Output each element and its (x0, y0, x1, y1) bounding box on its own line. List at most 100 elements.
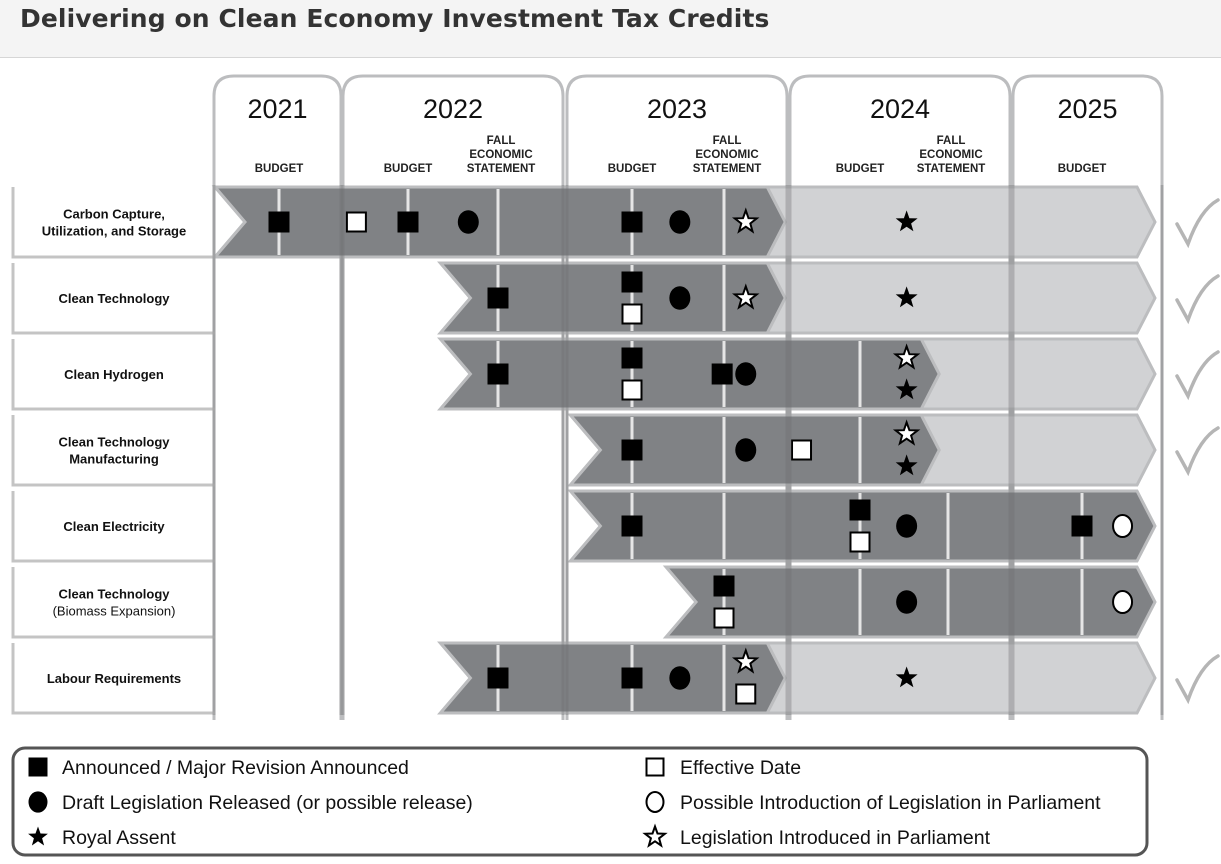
row-label: Clean Technology (59, 291, 171, 306)
event-label-line: FALL (487, 135, 516, 147)
draft-legislation-circle-icon (457, 210, 479, 234)
program-row: Clean Electricity (11, 489, 1157, 563)
event-label-line: BUDGET (384, 163, 433, 175)
royal-assent-star-icon (895, 666, 918, 688)
royal-assent-star-icon (895, 286, 918, 308)
row-label: Clean Electricity (63, 519, 165, 534)
draft-legislation-circle-icon (669, 666, 691, 690)
event-label-line: FALL (937, 135, 966, 147)
announced-square-icon (621, 667, 643, 689)
row-label-line: Clean Hydrogen (64, 367, 164, 382)
program-row: Carbon Capture, Utilization, and Storage (11, 185, 1220, 259)
row-label-line: Utilization, and Storage (42, 224, 186, 239)
row-label: Labour Requirements (47, 671, 181, 686)
active-phase-bar (437, 641, 787, 715)
effective-date-square-icon (735, 683, 757, 705)
legislation-introduced-star-icon (892, 419, 921, 446)
possible-introduction-circle-icon (1112, 513, 1134, 539)
royal-assent-star-icon (895, 454, 918, 476)
announced-square-icon (621, 211, 643, 233)
announced-square-icon (28, 757, 48, 777)
announced-square-icon (397, 211, 419, 233)
event-label: FALL ECONOMIC STATEMENT (693, 135, 762, 175)
effective-date-square-icon (345, 211, 367, 233)
year-label: 2021 (247, 94, 307, 124)
event-label-line: STATEMENT (693, 163, 762, 175)
active-phase-bar (567, 489, 1157, 563)
royal-assent-star-icon (895, 378, 918, 400)
event-label-line: ECONOMIC (695, 149, 758, 161)
active-phase-bar (211, 185, 787, 259)
event-label-line: BUDGET (1058, 163, 1107, 175)
draft-legislation-circle-icon (669, 210, 691, 234)
effective-date-square-icon (645, 757, 665, 777)
draft-legislation-circle-icon (735, 362, 757, 386)
legend-label: Possible Introduction of Legislation in … (680, 792, 1101, 814)
event-label-line: STATEMENT (467, 163, 536, 175)
royal-assent-star-icon (895, 210, 918, 232)
possible-introduction-circle-icon (645, 791, 665, 813)
announced-square-icon (487, 667, 509, 689)
row-label-line: Clean Technology (59, 587, 171, 602)
row-label-border (11, 491, 215, 563)
event-label: BUDGET (384, 163, 433, 175)
row-label-line: Clean Technology (59, 435, 171, 450)
legend-label: Effective Date (680, 757, 801, 779)
legislation-introduced-star-icon (731, 647, 760, 674)
effective-date-square-icon (621, 379, 643, 401)
row-label-line: Labour Requirements (47, 671, 181, 686)
draft-legislation-circle-icon (735, 438, 757, 462)
legislation-introduced-star-icon (731, 207, 760, 234)
program-row: Labour Requirements (11, 641, 1220, 715)
active-phase-bar (437, 261, 787, 335)
row-label: Carbon Capture, Utilization, and Storage (42, 207, 186, 239)
event-label-line: STATEMENT (917, 163, 986, 175)
row-label: Clean Technology (Biomass Expansion) (53, 587, 176, 619)
event-label: FALL ECONOMIC STATEMENT (467, 135, 536, 175)
checkmark-icon (1175, 350, 1220, 401)
draft-legislation-circle-icon (896, 590, 918, 614)
effective-date-square-icon (849, 531, 871, 553)
effective-date-square-icon (621, 303, 643, 325)
checkmark-icon (1175, 654, 1220, 705)
effective-date-square-icon (713, 607, 735, 629)
effective-date-square-icon (791, 439, 813, 461)
announced-square-icon (621, 347, 643, 369)
announced-square-icon (849, 499, 871, 521)
legislation-introduced-star-icon (731, 283, 760, 310)
program-row: Clean Technology Manufacturing (11, 413, 1220, 487)
event-label: BUDGET (836, 163, 885, 175)
checkmark-icon (1175, 274, 1220, 325)
page-header: Delivering on Clean Economy Investment T… (0, 0, 1221, 58)
legend-label: Royal Assent (62, 827, 176, 849)
announced-square-icon (711, 363, 733, 385)
announced-square-icon (621, 439, 643, 461)
announced-square-icon (1071, 515, 1093, 537)
legislation-introduced-star-icon (892, 343, 921, 370)
year-column-2024 (788, 74, 1012, 720)
legend-label: Legislation Introduced in Parliament (680, 827, 991, 849)
row-label-border (11, 263, 215, 335)
announced-square-icon (713, 575, 735, 597)
row-label: Clean Hydrogen (64, 367, 164, 382)
row-label-line: Clean Electricity (63, 519, 165, 534)
event-label-line: ECONOMIC (919, 149, 982, 161)
legend-label: Draft Legislation Released (or possible … (62, 792, 473, 814)
event-label-line: ECONOMIC (469, 149, 532, 161)
row-label-line: (Biomass Expansion) (53, 604, 176, 619)
row-label-border (11, 415, 215, 487)
row-label-border (11, 339, 215, 411)
row-label-border (11, 643, 215, 715)
year-column-2022 (341, 74, 565, 720)
event-label-line: BUDGET (836, 163, 885, 175)
announced-square-icon (268, 211, 290, 233)
year-column-2021 (212, 74, 343, 720)
draft-legislation-circle-icon (28, 791, 48, 813)
year-column-2023 (565, 74, 789, 720)
event-label-line: FALL (713, 135, 742, 147)
announced-square-icon (621, 515, 643, 537)
year-column-2025 (1011, 74, 1164, 720)
program-row: Clean Technology (11, 261, 1220, 335)
checkmark-icon (1175, 198, 1220, 249)
